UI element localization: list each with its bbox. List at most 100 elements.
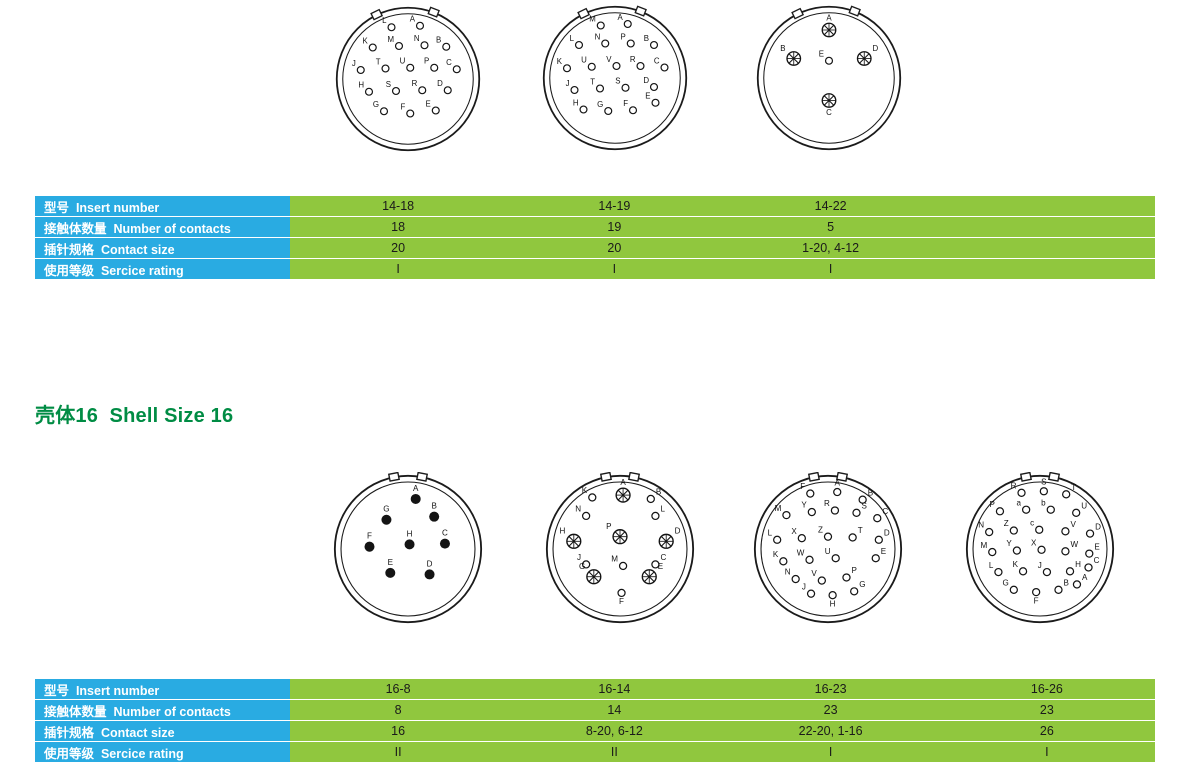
table-row: 接触体数量 Number of contacts 18 19 5 — [35, 217, 1155, 237]
svg-text:G: G — [1002, 578, 1008, 587]
section-heading-shell-size-16: 壳体16 Shell Size 16 — [35, 405, 234, 427]
spec-table-shell-16: 型号 Insert number 16-8 16-14 16-23 16-26 … — [35, 679, 1155, 762]
table-row: 型号 Insert number 16-8 16-14 16-23 16-26 — [35, 679, 1155, 699]
svg-text:C: C — [446, 58, 452, 67]
table-row: 接触体数量 Number of contacts 8 14 23 23 — [35, 700, 1155, 720]
svg-text:F: F — [623, 99, 628, 108]
table-cell: 23 — [823, 703, 838, 717]
svg-text:H: H — [559, 527, 565, 536]
svg-text:Z: Z — [1004, 519, 1009, 528]
svg-text:N: N — [595, 32, 601, 41]
svg-text:C: C — [661, 553, 667, 562]
svg-text:D: D — [675, 527, 681, 536]
svg-text:X: X — [791, 527, 797, 536]
row-values: II II I I — [290, 742, 1155, 762]
connector-diagram-14-22: A B E D C — [754, 3, 904, 153]
svg-text:K: K — [582, 486, 588, 495]
svg-text:E: E — [819, 50, 824, 59]
svg-text:H: H — [830, 599, 836, 608]
svg-text:c: c — [1030, 518, 1034, 527]
svg-text:E: E — [881, 547, 887, 556]
svg-text:K: K — [557, 57, 563, 66]
svg-text:C: C — [882, 507, 888, 516]
svg-text:D: D — [643, 76, 649, 85]
table-cell: 14 — [607, 703, 622, 717]
svg-text:Z: Z — [818, 525, 823, 534]
row-values: I I I — [290, 259, 1155, 279]
svg-text:Y: Y — [801, 501, 807, 510]
svg-text:G: G — [597, 100, 603, 109]
svg-text:W: W — [1070, 540, 1078, 549]
table-cell: 16 — [391, 724, 406, 738]
svg-text:M: M — [589, 14, 596, 23]
connector-diagram-14-19: M A L N P B K U V R C J T S D H G F E — [540, 3, 690, 153]
svg-text:B: B — [431, 502, 436, 511]
table-cell: 20 — [607, 241, 622, 255]
svg-text:A: A — [413, 484, 419, 493]
svg-text:S: S — [615, 77, 620, 86]
svg-text:K: K — [773, 550, 779, 559]
svg-text:B: B — [780, 44, 785, 53]
svg-text:F: F — [1034, 596, 1039, 605]
svg-text:A: A — [835, 478, 841, 487]
table-cell: I — [396, 262, 400, 276]
svg-text:D: D — [1095, 522, 1101, 531]
svg-text:H: H — [573, 98, 579, 107]
svg-text:T: T — [858, 526, 863, 535]
svg-text:U: U — [400, 57, 406, 66]
row-label: 插针规格 Contact size — [35, 721, 290, 741]
table-cell: 20 — [391, 241, 406, 255]
connector-diagram-16-14: K A B N L H P D J C G M E F — [543, 472, 697, 626]
svg-text:M: M — [775, 504, 782, 513]
svg-text:R: R — [1011, 481, 1017, 490]
table-cell: 14-19 — [598, 199, 631, 213]
svg-text:E: E — [388, 558, 394, 567]
svg-text:A: A — [410, 15, 416, 24]
svg-text:C: C — [1094, 556, 1100, 565]
svg-text:P: P — [852, 566, 857, 575]
svg-text:F: F — [800, 482, 805, 491]
svg-text:Y: Y — [1006, 539, 1012, 548]
svg-text:F: F — [367, 532, 372, 541]
svg-text:J: J — [1038, 561, 1042, 570]
svg-text:M: M — [387, 35, 394, 44]
svg-text:S: S — [862, 501, 868, 510]
svg-text:J: J — [802, 582, 806, 591]
svg-text:R: R — [412, 79, 418, 88]
table-cell: I — [828, 262, 833, 276]
svg-text:L: L — [661, 505, 666, 514]
svg-text:P: P — [989, 500, 994, 509]
table-row: 插针规格 Contact size 16 8-20, 6-12 22-20, 1… — [35, 721, 1155, 741]
svg-text:D: D — [873, 44, 879, 53]
table-cell: 16-26 — [1030, 682, 1063, 696]
row-label: 型号 Insert number — [35, 196, 290, 216]
row-values: 8 14 23 23 — [290, 700, 1155, 720]
table-cell: 8 — [394, 703, 402, 717]
svg-text:S: S — [1041, 478, 1047, 487]
svg-text:A: A — [826, 13, 832, 22]
row-label: 使用等级 Sercice rating — [35, 742, 290, 762]
svg-text:P: P — [606, 522, 611, 531]
svg-text:B: B — [644, 34, 649, 43]
svg-text:N: N — [785, 568, 791, 577]
table-cell: 19 — [607, 220, 622, 234]
svg-text:V: V — [1070, 520, 1076, 529]
svg-text:B: B — [436, 36, 441, 45]
svg-text:P: P — [424, 57, 429, 66]
svg-text:a: a — [1017, 498, 1022, 507]
table-cell: 16-23 — [814, 682, 847, 696]
connector-diagram-16-8: A G B F H C E D — [331, 472, 485, 626]
row-label: 型号 Insert number — [35, 679, 290, 699]
row-values: 16 8-20, 6-12 22-20, 1-16 26 — [290, 721, 1155, 741]
table-cell: 5 — [827, 220, 835, 234]
svg-text:E: E — [645, 92, 650, 101]
svg-text:R: R — [630, 55, 636, 64]
table-cell: 23 — [1039, 703, 1054, 717]
table-cell — [939, 196, 1155, 216]
svg-text:E: E — [426, 99, 431, 108]
svg-text:A: A — [620, 478, 626, 487]
connector-diagram-14-18: L A K M N B J T U P C H S R D G F E — [333, 4, 483, 154]
svg-text:F: F — [619, 597, 624, 606]
svg-text:N: N — [414, 34, 420, 43]
table-cell: I — [828, 745, 833, 759]
